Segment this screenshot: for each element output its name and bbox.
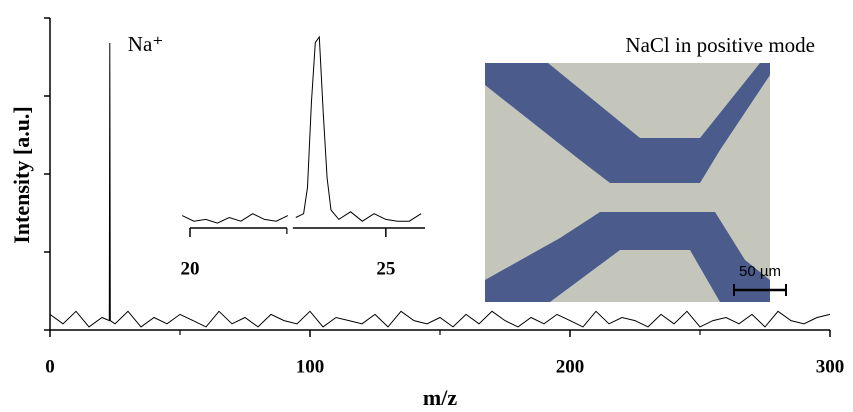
spectrum-line [181,213,289,224]
inset-x-tick-label: 25 [376,258,395,279]
x-tick-label: 100 [296,356,325,377]
spectrum-line [49,42,831,328]
x-axis-label: m/z [423,385,457,410]
micrograph: 50 µm [485,63,787,302]
peak-annotation: Na⁺ [128,32,164,56]
y-axis-label: Intensity [a.u.] [9,106,34,244]
inset-x-tick-label: 20 [181,258,200,279]
channel-top [485,63,770,183]
spectrum-line [295,35,422,222]
x-tick-label: 200 [556,356,585,377]
x-tick-label: 300 [816,356,845,377]
channel-bottom [485,212,770,302]
chart-title: NaCl in positive mode [625,33,815,57]
scale-bar-label: 50 µm [739,263,781,280]
x-tick-label: 0 [45,356,55,377]
